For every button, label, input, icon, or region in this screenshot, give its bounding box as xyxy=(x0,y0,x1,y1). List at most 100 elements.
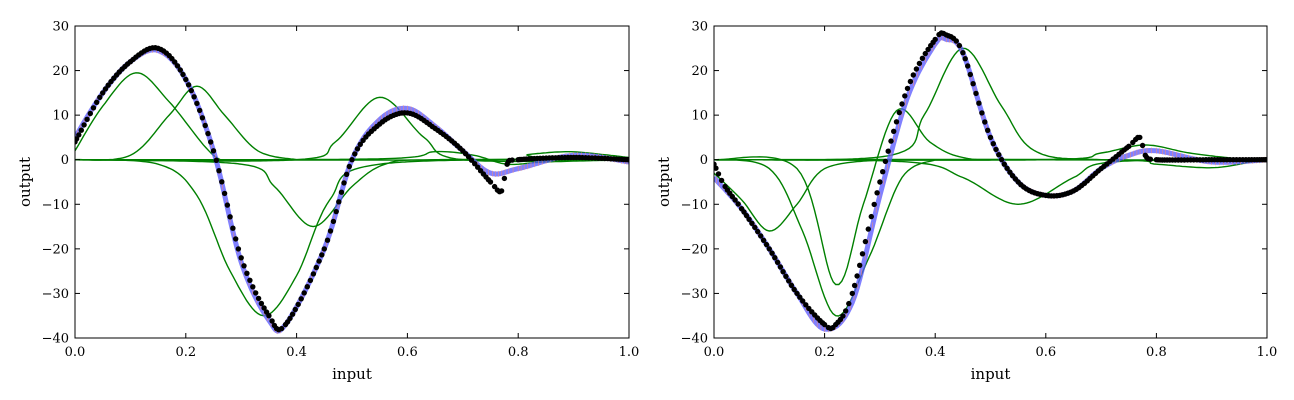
y-tick-label: 0 xyxy=(700,153,708,168)
data-point xyxy=(250,284,256,290)
axes-frame xyxy=(74,25,630,339)
data-point xyxy=(213,157,219,163)
x-tick-label: 0.0 xyxy=(65,345,86,360)
data-point xyxy=(227,214,233,220)
data-point xyxy=(97,94,103,101)
component-curve-6 xyxy=(75,151,629,161)
data-point xyxy=(857,262,863,268)
data-point xyxy=(327,228,334,234)
data-point xyxy=(102,86,109,92)
data-point xyxy=(960,50,966,56)
data-point xyxy=(803,302,809,308)
data-point xyxy=(794,290,800,297)
x-axis-label: input xyxy=(971,365,1011,383)
y-axis-label: output xyxy=(655,157,673,207)
component-curve-3 xyxy=(75,158,629,228)
y-tick-label: −40 xyxy=(42,332,69,347)
data-point xyxy=(87,110,94,117)
data-point xyxy=(752,224,758,231)
data-point xyxy=(295,301,301,308)
component-curve-2 xyxy=(75,159,629,317)
data-point xyxy=(324,237,331,243)
data-point xyxy=(777,264,784,270)
data-point xyxy=(1001,161,1007,167)
data-point xyxy=(985,127,991,133)
data-point xyxy=(1139,142,1146,149)
y-tick-label: −10 xyxy=(681,198,708,213)
data-point xyxy=(780,269,786,275)
plot-area xyxy=(75,45,629,335)
data-point xyxy=(244,270,250,276)
data-point xyxy=(205,130,211,137)
data-point xyxy=(868,213,874,220)
data-point xyxy=(965,63,971,69)
data-point xyxy=(287,315,293,322)
data-point xyxy=(791,286,797,293)
data-point xyxy=(993,146,999,153)
data-point xyxy=(821,321,828,328)
data-point xyxy=(76,132,82,138)
data-point xyxy=(732,197,738,203)
data-point xyxy=(967,71,973,78)
data-point xyxy=(907,78,914,85)
data-point xyxy=(341,180,347,186)
data-point xyxy=(330,218,337,225)
data-point xyxy=(910,72,916,78)
data-point xyxy=(769,250,775,256)
data-point xyxy=(746,216,752,222)
x-tick-label: 0.8 xyxy=(508,345,529,360)
data-point xyxy=(258,300,265,307)
data-point xyxy=(343,171,350,177)
data-point xyxy=(735,201,741,207)
data-point xyxy=(241,263,247,269)
data-point xyxy=(891,128,897,134)
x-axis-label: input xyxy=(332,365,372,383)
y-tick-label: 10 xyxy=(691,109,708,124)
data-point xyxy=(714,165,719,171)
y-tick-label: 20 xyxy=(691,64,708,79)
data-point xyxy=(962,56,968,62)
data-point xyxy=(208,139,214,145)
data-point xyxy=(81,122,87,128)
data-point xyxy=(472,161,478,167)
data-point xyxy=(235,246,242,252)
data-point xyxy=(755,228,761,235)
data-point xyxy=(307,277,314,284)
data-point xyxy=(194,100,200,107)
data-point xyxy=(177,67,183,73)
data-point xyxy=(786,278,792,284)
data-point xyxy=(238,255,244,261)
data-point xyxy=(261,305,267,311)
data-point xyxy=(956,42,963,49)
x-tick-label: 0.0 xyxy=(704,345,725,360)
data-point xyxy=(1126,143,1132,149)
data-point xyxy=(996,152,1002,158)
data-point xyxy=(880,169,886,175)
data-point xyxy=(859,251,866,257)
data-point xyxy=(221,190,228,197)
data-point xyxy=(953,38,959,44)
y-axis-label: output xyxy=(16,157,34,207)
data-point xyxy=(763,241,770,248)
data-point xyxy=(100,90,106,96)
data-point xyxy=(278,325,285,332)
data-point xyxy=(487,179,494,185)
data-point xyxy=(90,105,97,111)
chart-right: 0.0 0.2 0.4 0.6 0.8 1.0 −40 −30 −20 −10 0 10 20 30 inp… xyxy=(655,20,1277,384)
fit-curve xyxy=(714,34,1267,332)
data-point xyxy=(871,201,877,208)
data-point xyxy=(202,122,208,129)
y-tick-label: 30 xyxy=(691,20,708,35)
data-point xyxy=(970,81,976,87)
data-point xyxy=(1147,156,1154,162)
data-point xyxy=(336,199,342,205)
data-point xyxy=(854,273,860,279)
data-point xyxy=(715,171,722,177)
data-point xyxy=(185,82,192,88)
data-point xyxy=(888,138,894,144)
data-point xyxy=(987,134,994,141)
component-curve-1 xyxy=(714,159,936,317)
data-point xyxy=(210,148,217,154)
x-tick-label: 0.8 xyxy=(1146,345,1167,360)
data-point xyxy=(919,55,926,61)
